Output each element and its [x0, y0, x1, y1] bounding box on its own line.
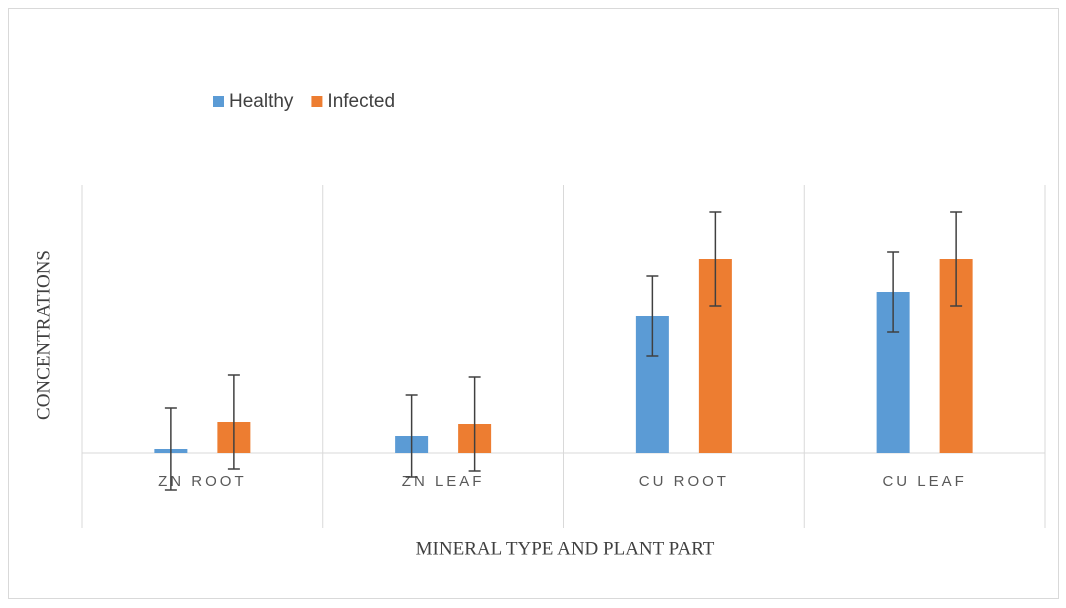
error-bar — [887, 251, 900, 333]
x-axis-title: MINERAL TYPE AND PLANT PART — [416, 538, 715, 559]
error-bar — [646, 275, 659, 357]
x-tick-label: ZN ROOT — [158, 473, 247, 490]
x-tick-label: CU LEAF — [882, 473, 966, 490]
x-tick-label: ZN LEAF — [402, 473, 485, 490]
legend-swatch — [213, 96, 224, 107]
error-bar — [950, 211, 963, 307]
x-tick-label: CU ROOT — [639, 473, 729, 490]
error-bar — [164, 407, 177, 491]
error-bar — [227, 374, 240, 470]
error-bar — [709, 211, 722, 307]
legend-swatch — [311, 96, 323, 107]
legend-label: Healthy — [229, 91, 294, 112]
error-bar — [468, 376, 481, 472]
error-bar — [405, 394, 418, 478]
y-axis-title: CONCENTRATIONS — [33, 250, 54, 420]
legend-label: Infected — [327, 91, 395, 112]
